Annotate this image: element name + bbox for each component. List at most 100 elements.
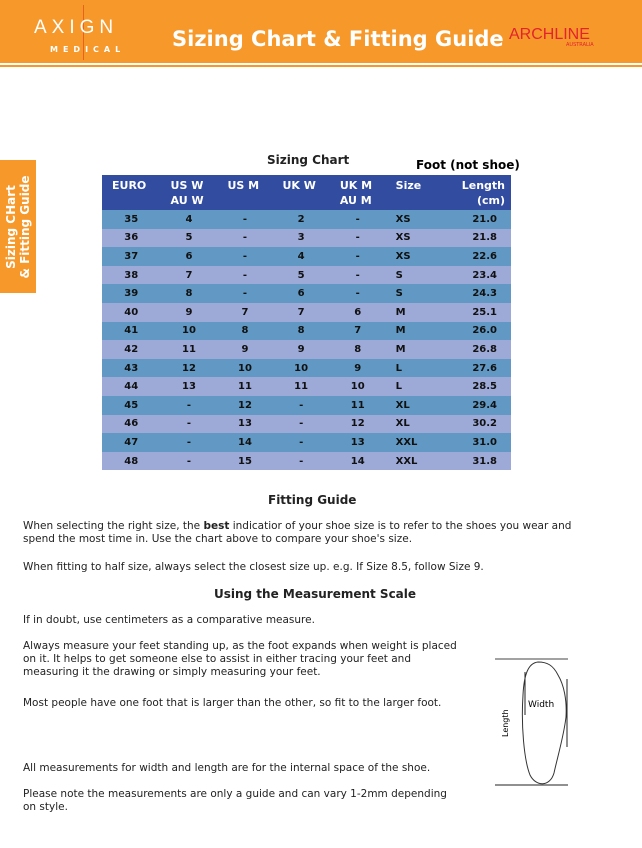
table-row: 37 6-4- XS 22.6 bbox=[102, 247, 511, 266]
column-header: Size bbox=[385, 175, 433, 210]
column-header-text: Length bbox=[461, 179, 505, 192]
table-cell: 14 bbox=[217, 433, 273, 452]
column-header-text: UK W bbox=[282, 179, 316, 192]
table-cell: - bbox=[160, 395, 218, 415]
table-cell: 7 bbox=[217, 302, 273, 322]
table-cell: 47 bbox=[102, 433, 161, 452]
archline-logo-sub: AUSTRALIA bbox=[566, 42, 594, 48]
table-cell: - bbox=[217, 210, 273, 229]
table-header-row: EURO US W AU W US M UK W UK M AU M Size Length (c… bbox=[102, 175, 511, 210]
table-cell: XS bbox=[385, 210, 433, 229]
table-row: 40 9 7 7 6 M 25.1 bbox=[102, 302, 511, 322]
table-cell: 42 bbox=[102, 340, 161, 359]
table-cell: 38 bbox=[102, 265, 161, 285]
table-cell: 10 bbox=[329, 377, 386, 396]
table-cell: - bbox=[272, 414, 330, 434]
table-cell: - bbox=[272, 451, 330, 471]
table-row: 43 12 10 10 9 L 27.6 bbox=[102, 358, 511, 378]
table-cell: 31.0 bbox=[432, 433, 511, 452]
table-cell: 30.2 bbox=[432, 414, 511, 434]
table-cell: 12 bbox=[160, 358, 218, 378]
table-cell: S bbox=[385, 284, 433, 303]
table-row: 48-15-14 XXL 31.8 bbox=[102, 451, 511, 471]
table-cell: S bbox=[385, 265, 433, 285]
table-cell: 9 bbox=[329, 358, 386, 378]
table-cell: M bbox=[385, 340, 433, 359]
table-cell: M bbox=[385, 302, 433, 322]
table-row: 35 4-2- XS 21.0 bbox=[102, 210, 511, 229]
length-label: Length bbox=[501, 709, 510, 737]
table-cell: 9 bbox=[160, 302, 218, 322]
table-cell: XS bbox=[385, 247, 433, 266]
column-header-text: AU M bbox=[339, 194, 372, 207]
side-tab-line2: & Fitting Guide bbox=[18, 174, 32, 279]
table-cell: - bbox=[329, 228, 386, 248]
header-divider bbox=[0, 65, 642, 67]
table-cell: 26.8 bbox=[432, 340, 511, 359]
table-cell: L bbox=[385, 358, 433, 378]
side-tab-line1: Sizing CHart bbox=[4, 184, 18, 269]
table-cell: XXL bbox=[385, 451, 433, 471]
table-cell: 27.6 bbox=[432, 358, 511, 378]
column-header: Length (cm) bbox=[432, 175, 511, 210]
table-cell: - bbox=[329, 265, 386, 285]
table-cell: 8 bbox=[217, 321, 273, 341]
table-cell: 44 bbox=[102, 377, 161, 396]
table-cell: 28.5 bbox=[432, 377, 511, 396]
chart-note: Foot (not shoe) bbox=[416, 158, 520, 172]
chart-title: Sizing Chart bbox=[267, 153, 350, 167]
header-banner bbox=[0, 0, 642, 63]
table-cell: 37 bbox=[102, 247, 161, 266]
column-header: US W AU W bbox=[160, 175, 218, 210]
table-row: 44 13 11 11 10 L 28.5 bbox=[102, 377, 511, 396]
table-cell: 21.8 bbox=[432, 228, 511, 248]
table-cell: 41 bbox=[102, 321, 161, 341]
archline-logo: ARCHLINE bbox=[509, 26, 590, 43]
table-cell: - bbox=[329, 247, 386, 266]
table-cell: 36 bbox=[102, 228, 161, 248]
table-cell: 26.0 bbox=[432, 321, 511, 341]
table-cell: 12 bbox=[217, 395, 273, 415]
table-cell: 21.0 bbox=[432, 210, 511, 229]
side-tab: Sizing CHart & Fitting Guide bbox=[0, 160, 36, 293]
table-cell: - bbox=[217, 265, 273, 285]
table-cell: 8 bbox=[272, 321, 330, 341]
measure-paragraph-1: If in doubt, use centimeters as a compar… bbox=[23, 614, 315, 626]
table-cell: - bbox=[217, 228, 273, 248]
table-row: 47-14-13 XXL 31.0 bbox=[102, 433, 511, 452]
table-cell: 7 bbox=[160, 265, 218, 285]
table-row: 38 7-5- S 23.4 bbox=[102, 265, 511, 285]
table-cell: XXL bbox=[385, 433, 433, 452]
table-cell: 7 bbox=[272, 302, 330, 322]
page-title: Sizing Chart & Fitting Guide bbox=[172, 27, 504, 51]
table-row: 46-13-12 XL 30.2 bbox=[102, 414, 511, 434]
column-header-text: US W bbox=[170, 179, 204, 192]
text: indicatior of your shoe size is to refer… bbox=[23, 520, 572, 545]
table-cell: - bbox=[329, 284, 386, 303]
column-header-text: EURO bbox=[112, 179, 147, 192]
table-cell: 45 bbox=[102, 395, 161, 415]
table-row: 39 8-6- S 24.3 bbox=[102, 284, 511, 303]
table-row: 45-12-11 XL 29.4 bbox=[102, 395, 511, 415]
table-cell: M bbox=[385, 321, 433, 341]
column-header: UK M AU M bbox=[329, 175, 386, 210]
table-cell: 48 bbox=[102, 451, 161, 471]
width-label: Width bbox=[528, 700, 554, 710]
column-header-text: (cm) bbox=[476, 194, 505, 207]
table-cell: - bbox=[217, 284, 273, 303]
table-cell: 3 bbox=[272, 228, 330, 248]
table-cell: L bbox=[385, 377, 433, 396]
table-cell: 35 bbox=[102, 210, 161, 229]
measure-heading: Using the Measurement Scale bbox=[214, 587, 417, 601]
table-cell: 23.4 bbox=[432, 265, 511, 285]
column-header-text: Size bbox=[395, 179, 422, 192]
column-header: US M bbox=[217, 175, 273, 210]
table-cell: 14 bbox=[329, 451, 386, 471]
measure-paragraph-2: Always measure your feet standing up, as… bbox=[23, 640, 457, 678]
table-cell: 39 bbox=[102, 284, 161, 303]
foot-diagram: Length Width bbox=[495, 658, 568, 786]
table-cell: 9 bbox=[272, 340, 330, 359]
table-cell: 13 bbox=[217, 414, 273, 434]
table-cell: 4 bbox=[160, 210, 218, 229]
